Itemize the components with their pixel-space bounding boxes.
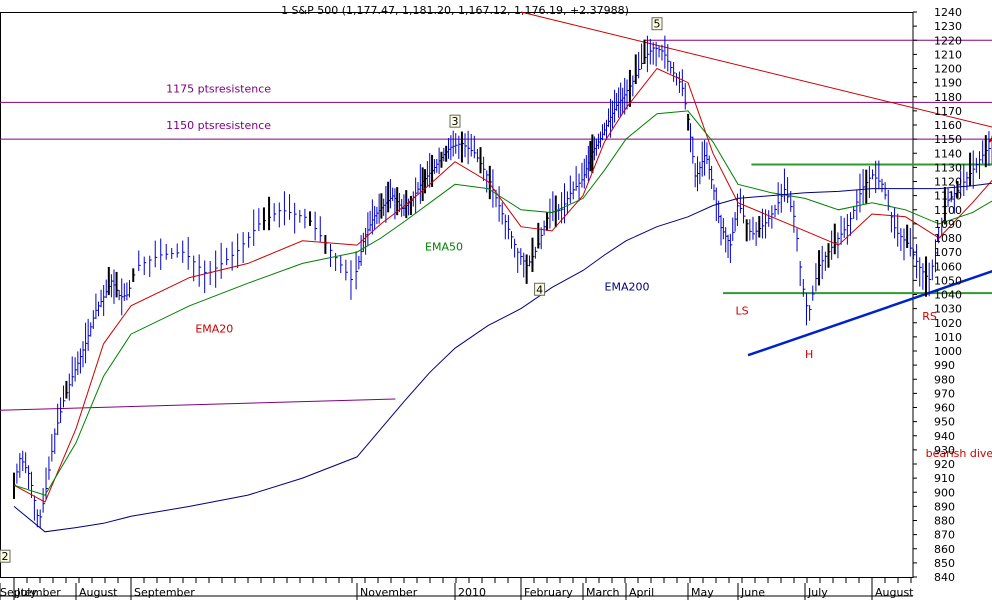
y-tick-label: 980 [934,373,955,386]
y-tick-label: 950 [934,416,955,429]
y-tick-label: 990 [934,359,955,372]
x-tick-label-september: September [0,586,61,599]
y-tick-label: 1070 [934,246,962,259]
x-tick-label-february: February [524,586,573,599]
y-tick-label: 920 [934,458,955,471]
annotation-ema50: EMA50 [425,241,463,254]
x-tick-label-august: August [79,586,118,599]
annotation-ls: LS [736,304,749,317]
wave-marker-box [534,282,546,296]
y-tick-label: 1170 [934,105,962,118]
y-tick-label: 970 [934,387,955,400]
x-tick-label-march: March [586,586,620,599]
annotation-ema200: EMA200 [605,280,650,293]
x-tick-label-november: November [360,586,418,599]
y-tick-label: 1190 [934,77,962,90]
y-tick-label: 1110 [934,190,962,203]
y-tick-label: 1090 [934,218,962,231]
ema200-line [13,182,992,533]
y-tick-label: 1000 [934,345,962,358]
y-tick-label: 1210 [934,48,962,61]
x-tick-label-april: April [629,586,654,599]
wave-marker-label: 3 [452,115,459,128]
y-tick-label: 1030 [934,303,962,316]
x-tick-label-2010: 2010 [458,586,486,599]
y-tick-label: 1200 [934,63,962,76]
y-tick-label: 1160 [934,119,962,132]
y-tick-label: 940 [934,430,955,443]
y-tick-label: 930 [934,444,955,457]
x-tick-label-july: July [16,586,37,599]
y-tick-label: 900 [934,486,955,499]
y-tick-label: 1140 [934,147,962,160]
y-tick-label: 1150 [934,133,962,146]
y-tick-label: 1130 [934,161,962,174]
y-tick-label: 880 [934,515,955,528]
trendline-downtrend [520,11,992,128]
x-tick-label-june: June [740,586,765,599]
y-tick-label: 850 [934,557,955,570]
x-tick-label-july: July [807,586,828,599]
y-tick-label: 1180 [934,91,962,104]
wave-marker-label: 2 [2,550,9,563]
x-tick-label-may: May [691,586,714,599]
wave-marker-label: 5 [654,18,661,31]
x-tick-label-august: August [875,586,914,599]
y-tick-label: 860 [934,543,955,556]
y-tick-label: 1050 [934,274,962,287]
wave-marker-box [449,114,461,128]
y-tick-label: 1120 [934,176,962,189]
ema50-line [13,110,992,496]
wave-marker-box [651,17,663,31]
annotation-1150-ptsresistence: 1150 ptsresistence [166,119,271,132]
y-tick-label: 1230 [934,20,962,33]
annotation-h: H [805,348,813,361]
y-tick-label: 1060 [934,260,962,273]
wave-marker-box [0,549,11,563]
wave-marker-label: 4 [536,283,543,296]
y-tick-label: 870 [934,529,955,542]
plot-frame [0,12,914,578]
ema20-line [13,67,992,503]
trendline-uptrend [747,269,992,357]
y-tick-label: 1040 [934,289,962,302]
y-tick-label: 840 [934,571,955,584]
y-tick-label: 1020 [934,317,962,330]
y-tick-label: 890 [934,500,955,513]
annotation-rs: RS [922,310,937,323]
annotation-ema20: EMA20 [195,323,233,336]
y-tick-label: 1240 [934,6,962,19]
y-tick-label: 910 [934,472,955,485]
trendline-old-support [0,398,396,411]
y-tick-label: 1010 [934,331,962,344]
chart-title: 1 S&P 500 (1,177.47, 1,181.20, 1,167.12,… [281,4,629,17]
annotation-bearish-divergence: bearish divergence [926,447,992,460]
y-tick-label: 960 [934,402,955,415]
y-tick-label: 1080 [934,232,962,245]
x-tick-label-september: September [134,586,195,599]
y-tick-label: 1220 [934,34,962,47]
annotation-1175-ptsresistence: 1175 ptsresistence [166,83,271,96]
y-tick-label: 1100 [934,204,962,217]
